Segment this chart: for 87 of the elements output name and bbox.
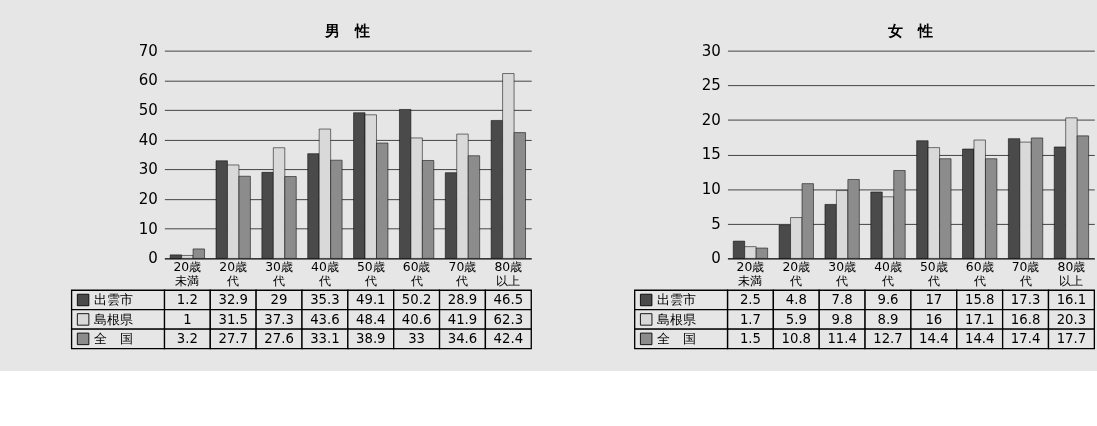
data-label: 42.4 (493, 331, 524, 347)
data-label: 4.8 (785, 292, 807, 308)
data-label: 35.3 (310, 292, 340, 308)
data-label: 62.3 (493, 311, 524, 327)
data-label: 17 (925, 292, 943, 308)
data-label: 34.6 (447, 331, 478, 347)
x-tick-label: 80歳以上 (1057, 260, 1086, 289)
data-label: 33 (408, 331, 426, 347)
x-tick-label: 60歳代 (965, 260, 994, 289)
chart-title: 女 性 (887, 21, 934, 40)
x-tick-label: 50歳代 (919, 260, 948, 289)
data-label: 33.1 (310, 331, 340, 347)
data-label: 1 (183, 311, 192, 327)
data-label: 1.2 (176, 292, 198, 308)
data-label: 1.5 (739, 331, 761, 347)
legend-label: 島根県 (93, 311, 133, 327)
legend-label: 全 国 (656, 331, 696, 347)
y-tick-label: 0 (148, 249, 158, 268)
legend-label: 全 国 (93, 331, 133, 347)
y-tick-label: 40 (138, 130, 158, 149)
x-tick-label: 30歳代 (828, 260, 857, 289)
data-label: 17.7 (1056, 331, 1087, 347)
y-tick-label: 15 (701, 145, 721, 164)
data-label: 16 (925, 311, 943, 327)
data-label: 7.8 (831, 292, 853, 308)
x-tick-label: 70歳代 (448, 260, 477, 289)
data-label: 49.1 (356, 292, 386, 308)
data-label: 3.2 (176, 331, 198, 347)
y-tick-label: 25 (701, 76, 721, 95)
data-label: 1.7 (739, 311, 761, 327)
y-tick-label: 10 (138, 219, 158, 238)
y-tick-label: 10 (701, 180, 721, 199)
y-tick-label: 0 (711, 249, 721, 268)
data-label: 31.5 (218, 311, 248, 327)
y-tick-label: 60 (138, 71, 158, 90)
legend-label: 島根県 (656, 311, 696, 327)
x-tick-label: 30歳代 (265, 260, 293, 289)
x-tick-label: 60歳代 (402, 260, 431, 289)
data-label: 17.3 (1010, 292, 1041, 308)
y-tick-label: 20 (138, 189, 158, 208)
data-label: 16.8 (1010, 311, 1041, 327)
data-label: 9.6 (877, 292, 899, 308)
data-label: 46.5 (493, 292, 524, 308)
data-label: 11.4 (827, 331, 857, 347)
data-label: 5.9 (785, 311, 807, 327)
y-tick-label: 30 (138, 160, 158, 179)
data-label: 15.8 (964, 292, 995, 308)
data-label: 41.9 (447, 311, 478, 327)
data-label: 38.9 (356, 331, 386, 347)
y-tick-label: 30 (701, 41, 721, 60)
data-label: 12.7 (873, 331, 903, 347)
data-label: 17.1 (964, 311, 995, 327)
data-label: 50.2 (401, 292, 432, 308)
data-label: 14.4 (919, 331, 949, 347)
x-tick-label: 20歳代 (782, 260, 811, 289)
data-label: 40.6 (401, 311, 432, 327)
legend-label: 出雲市 (93, 292, 133, 308)
data-label: 14.4 (964, 331, 995, 347)
data-label: 10.8 (781, 331, 812, 347)
data-label: 43.6 (310, 311, 340, 327)
data-label: 17.4 (1010, 331, 1041, 347)
data-label: 8.9 (877, 311, 899, 327)
x-tick-label: 40歳代 (874, 260, 902, 289)
data-label: 27.7 (218, 331, 248, 347)
x-tick-label: 80歳以上 (494, 260, 523, 289)
data-label: 29 (270, 292, 288, 308)
data-label: 28.9 (447, 292, 478, 308)
x-tick-label: 70歳代 (1011, 260, 1040, 289)
x-tick-label: 40歳代 (311, 260, 339, 289)
x-tick-label: 20歳代 (219, 260, 248, 289)
data-label: 2.5 (739, 292, 761, 308)
data-label: 16.1 (1056, 292, 1087, 308)
chart-title: 男 性 (324, 21, 371, 40)
data-label: 9.8 (831, 311, 853, 327)
data-label: 32.9 (218, 292, 248, 308)
y-tick-label: 50 (138, 100, 158, 119)
legend-label: 出雲市 (656, 292, 696, 308)
x-tick-label: 20歳未満 (173, 260, 202, 289)
data-label: 37.3 (264, 311, 294, 327)
data-label: 48.4 (356, 311, 386, 327)
data-label: 20.3 (1056, 311, 1087, 327)
data-label: 27.6 (264, 331, 294, 347)
y-tick-label: 70 (138, 41, 158, 60)
y-tick-label: 5 (711, 214, 721, 233)
x-tick-label: 20歳未満 (736, 260, 765, 289)
y-tick-label: 20 (701, 110, 721, 129)
x-tick-label: 50歳代 (356, 260, 385, 289)
